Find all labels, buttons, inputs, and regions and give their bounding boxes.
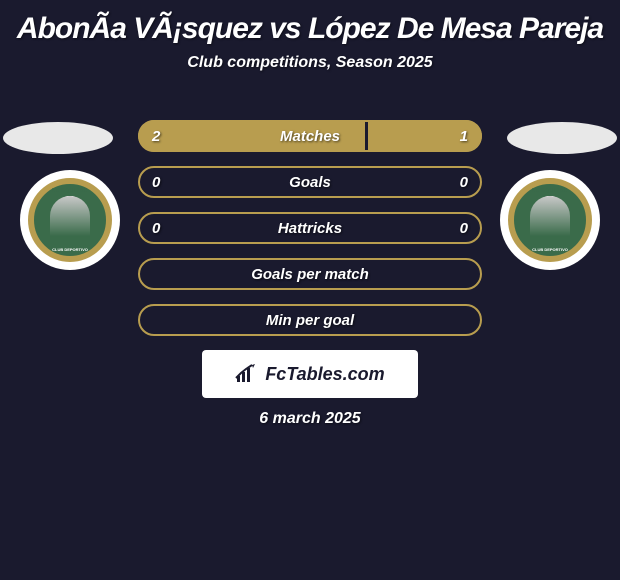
stat-row-hattricks: 0 Hattricks 0 [138,212,482,244]
stat-label: Goals per match [138,266,482,283]
watermark: FcTables.com [202,350,418,398]
page-subtitle: Club competitions, Season 2025 [0,54,620,72]
watermark-text: FcTables.com [265,364,384,385]
stat-label: Matches [138,128,482,145]
club-logo-left: LA EQUIDAD CLUB DEPORTIVO [20,170,120,270]
player-avatar-left [3,122,113,154]
club-name-left: LA EQUIDAD [52,188,88,194]
stat-row-gpm: Goals per match [138,258,482,290]
stat-label: Min per goal [138,312,482,329]
stat-row-mpg: Min per goal [138,304,482,336]
stat-val-right: 0 [460,220,468,237]
stat-val-right: 0 [460,174,468,191]
club-sub-left: CLUB DEPORTIVO [52,247,88,252]
stat-val-right: 1 [460,128,468,145]
club-name-right: LA EQUIDAD [532,188,568,194]
date-text: 6 march 2025 [0,410,620,428]
player-avatar-right [507,122,617,154]
stats-container: 2 Matches 1 0 Goals 0 0 Hattricks 0 Goal… [138,120,482,350]
page-title: AbonÃ­a VÃ¡squez vs López De Mesa Pareja [0,0,620,46]
club-sub-right: CLUB DEPORTIVO [532,247,568,252]
chart-icon [235,364,259,384]
stat-label: Goals [138,174,482,191]
club-logo-right: LA EQUIDAD CLUB DEPORTIVO [500,170,600,270]
stat-row-matches: 2 Matches 1 [138,120,482,152]
stat-label: Hattricks [138,220,482,237]
stat-row-goals: 0 Goals 0 [138,166,482,198]
